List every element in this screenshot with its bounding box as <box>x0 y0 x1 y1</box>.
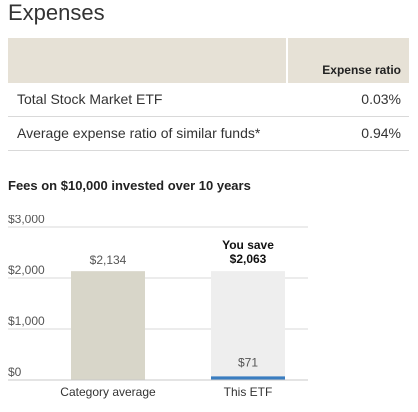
savings-region <box>211 271 285 377</box>
chart-title: Fees on $10,000 invested over 10 years <box>8 178 251 193</box>
y-tick-label: $0 <box>8 365 22 379</box>
savings-label: You save <box>222 238 274 252</box>
fund-name: Total Stock Market ETF <box>17 91 163 107</box>
bar-data-label: $71 <box>238 355 258 369</box>
fees-bar-chart: $0 $1,000 $2,000 $3,000 $2,134 Category avera… <box>8 215 308 399</box>
fund-expense-ratio: 0.03% <box>361 91 401 107</box>
table-row: Average expense ratio of similar funds* … <box>8 117 409 151</box>
bar-data-label: $2,134 <box>90 253 127 267</box>
expenses-title: Expenses <box>8 0 105 25</box>
y-tick-label: $3,000 <box>8 215 45 226</box>
y-tick-label: $1,000 <box>8 314 45 328</box>
fund-expense-ratio: 0.94% <box>361 125 401 141</box>
savings-amount: $2,063 <box>230 252 267 266</box>
expense-ratio-header: Expense ratio <box>322 63 401 77</box>
category-average-bar <box>71 271 145 380</box>
x-category-label: Category average <box>60 385 156 399</box>
table-row: Total Stock Market ETF 0.03% <box>8 83 409 117</box>
fund-name: Average expense ratio of similar funds* <box>17 125 261 141</box>
x-category-label: This ETF <box>224 385 273 399</box>
expense-table: Expense ratio Total Stock Market ETF 0.0… <box>8 38 409 151</box>
table-header: Expense ratio <box>8 38 409 83</box>
this-etf-bar <box>211 376 285 380</box>
header-separator <box>286 38 288 83</box>
y-tick-label: $2,000 <box>8 263 45 277</box>
